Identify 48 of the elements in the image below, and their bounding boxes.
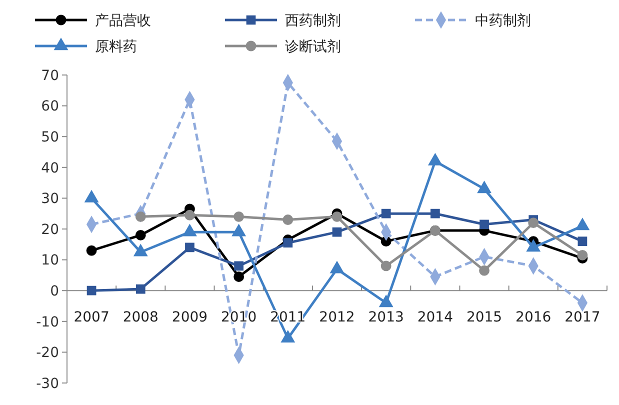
x-tick-label: 2014 — [417, 310, 454, 326]
point — [234, 211, 244, 222]
x-tick-label: 2010 — [221, 310, 257, 326]
point — [380, 260, 392, 272]
y-tick-label: -30 — [36, 376, 59, 392]
x-tick-label: 2012 — [319, 310, 355, 326]
point — [480, 220, 489, 230]
point — [135, 230, 146, 240]
legend-label: 中药制剂 — [475, 12, 531, 29]
x-tick-label: 2008 — [122, 310, 158, 326]
point — [577, 250, 588, 260]
point — [282, 214, 294, 225]
x-tick-label: 2016 — [516, 310, 552, 326]
legend-label: 产品营收 — [95, 12, 151, 29]
y-tick-label: 0 — [50, 284, 59, 300]
point — [86, 286, 96, 296]
point — [283, 238, 293, 248]
point — [136, 284, 146, 294]
point — [479, 265, 490, 276]
point — [381, 208, 391, 218]
point — [135, 211, 146, 222]
point — [184, 210, 195, 220]
x-tick-label: 2007 — [74, 310, 110, 326]
point — [528, 218, 539, 228]
point — [234, 272, 244, 282]
legend-label: 诊断试剂 — [285, 38, 341, 55]
y-tick-label: 30 — [41, 191, 59, 208]
y-tick-label: 60 — [41, 98, 59, 115]
point — [578, 236, 588, 246]
legend-label: 原料药 — [95, 38, 137, 55]
point — [430, 208, 440, 218]
point — [86, 245, 97, 256]
y-tick-label: 40 — [41, 160, 59, 176]
x-tick-label: 2013 — [368, 310, 404, 326]
y-tick-label: 70 — [41, 68, 59, 84]
y-tick-label: 50 — [41, 130, 59, 146]
y-tick-label: 10 — [41, 252, 59, 269]
point — [185, 242, 194, 252]
point — [332, 211, 342, 222]
y-tick-label: -10 — [36, 314, 59, 330]
point — [234, 261, 244, 271]
x-tick-label: 2009 — [172, 310, 208, 326]
x-tick-label: 2017 — [564, 310, 600, 326]
y-tick-label: -20 — [36, 345, 59, 362]
y-tick-label: 20 — [41, 222, 59, 238]
point — [332, 227, 342, 237]
x-tick-label: 2015 — [466, 310, 502, 326]
legend-label: 西药制剂 — [285, 12, 341, 29]
